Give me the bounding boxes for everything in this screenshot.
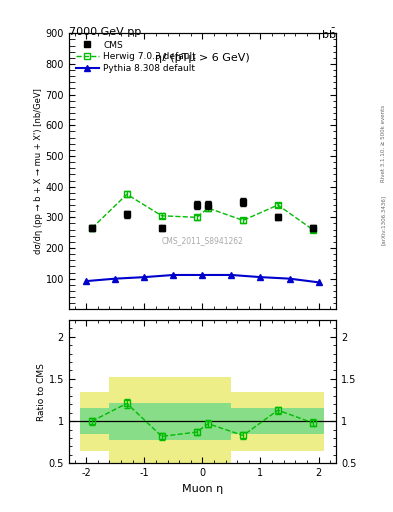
Legend: CMS, Herwig 7.0.3 default, Pythia 8.308 default: CMS, Herwig 7.0.3 default, Pythia 8.308 …	[73, 38, 198, 76]
Text: 7000 GeV pp: 7000 GeV pp	[69, 27, 141, 37]
Text: ηℓ (pTμ > 6 GeV): ηℓ (pTμ > 6 GeV)	[155, 53, 250, 62]
X-axis label: Muon η: Muon η	[182, 484, 223, 494]
Text: CMS_2011_S8941262: CMS_2011_S8941262	[162, 236, 243, 245]
Y-axis label: dσ/dη (pp → b + X → mu + X') [nb/GeV]: dσ/dη (pp → b + X → mu + X') [nb/GeV]	[34, 89, 42, 254]
Y-axis label: Ratio to CMS: Ratio to CMS	[37, 362, 46, 420]
Text: b$\bar{\mathrm{b}}$: b$\bar{\mathrm{b}}$	[321, 27, 336, 41]
Text: Rivet 3.1.10, ≥ 500k events: Rivet 3.1.10, ≥ 500k events	[381, 105, 386, 182]
Text: [arXiv:1306.3436]: [arXiv:1306.3436]	[381, 195, 386, 245]
